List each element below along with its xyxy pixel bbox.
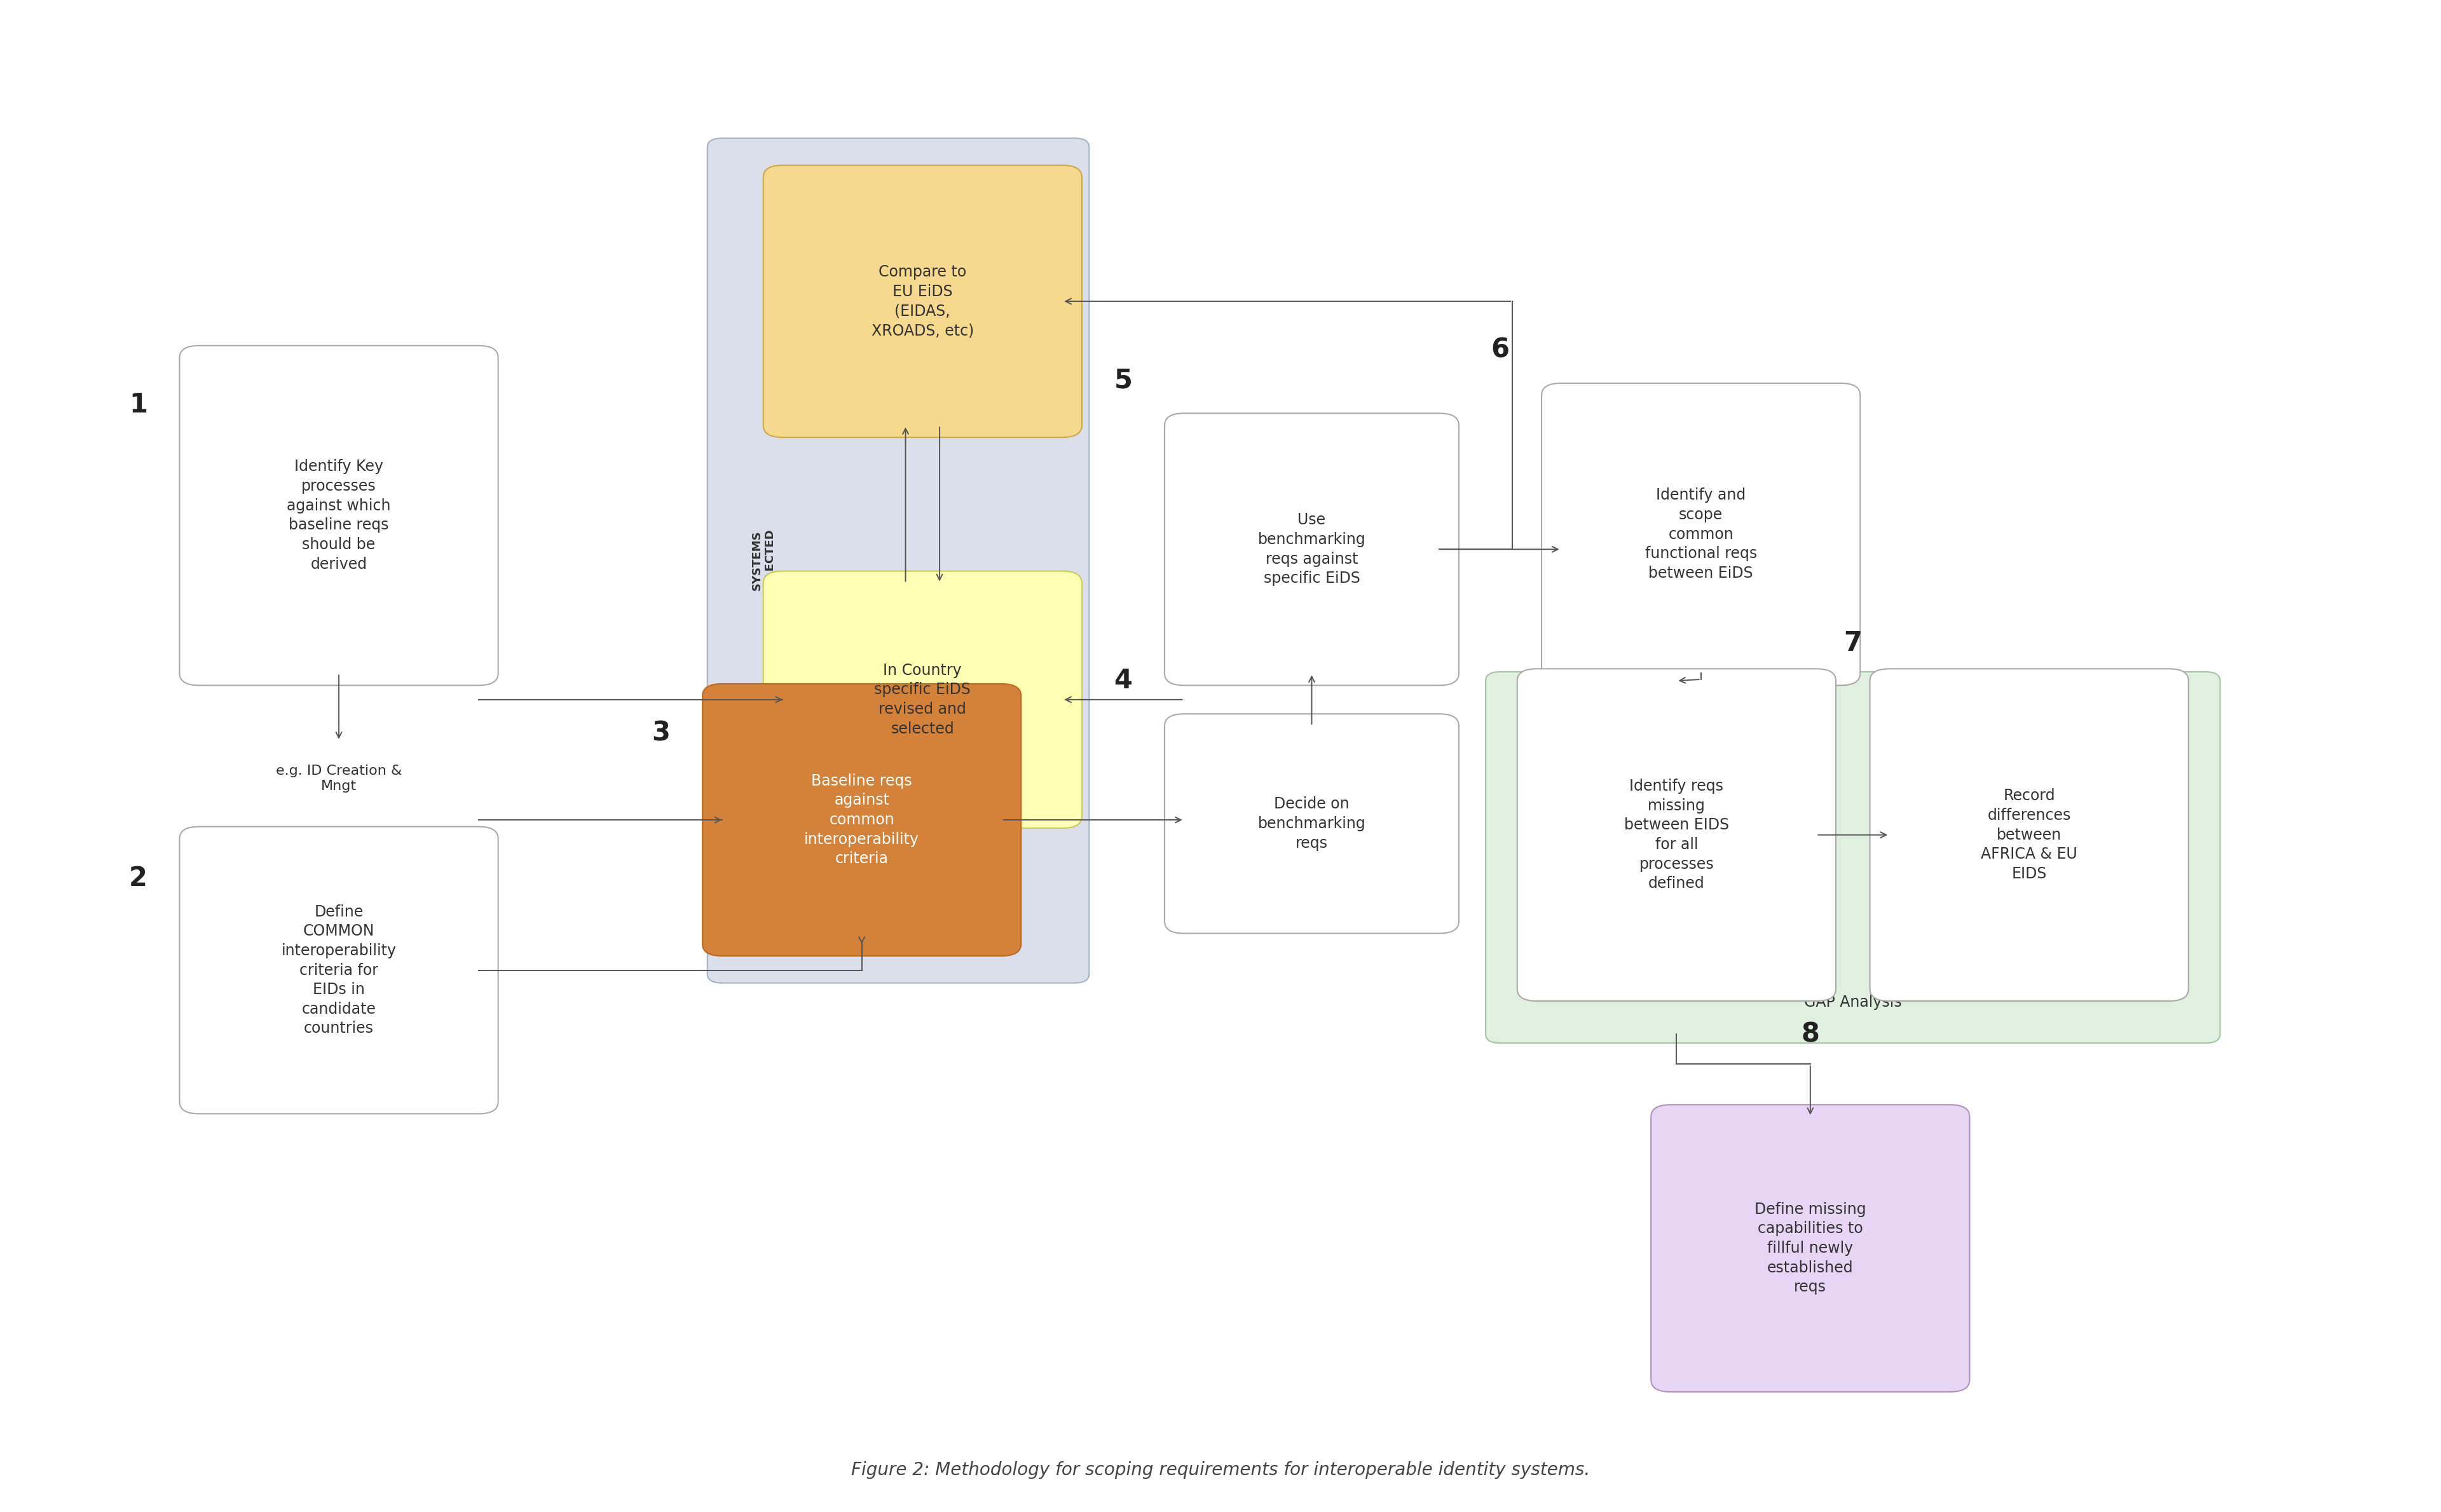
- Text: 7: 7: [1843, 631, 1862, 656]
- Text: Decide on
benchmarking
reqs: Decide on benchmarking reqs: [1257, 797, 1365, 851]
- FancyBboxPatch shape: [1164, 413, 1460, 685]
- Text: GAP Analysis: GAP Analysis: [1804, 995, 1902, 1010]
- Text: Define
COMMON
interoperability
criteria for
EIDs in
candidate
countries: Define COMMON interoperability criteria …: [281, 904, 395, 1036]
- Text: Identify Key
processes
against which
baseline reqs
should be
derived: Identify Key processes against which bas…: [288, 460, 391, 572]
- FancyBboxPatch shape: [703, 683, 1020, 956]
- Text: SYSTEMS
SELECTED: SYSTEMS SELECTED: [752, 528, 776, 593]
- FancyBboxPatch shape: [708, 138, 1089, 983]
- Text: In Country
specific EiDS
revised and
selected: In Country specific EiDS revised and sel…: [874, 662, 972, 736]
- Text: Figure 2: Methodology for scoping requirements for interoperable identity system: Figure 2: Methodology for scoping requir…: [852, 1461, 1589, 1479]
- FancyBboxPatch shape: [764, 572, 1081, 829]
- FancyBboxPatch shape: [181, 827, 498, 1114]
- Text: Use
benchmarking
reqs against
specific EiDS: Use benchmarking reqs against specific E…: [1257, 513, 1365, 587]
- Text: 5: 5: [1113, 367, 1133, 393]
- FancyBboxPatch shape: [764, 165, 1081, 437]
- Text: Record
differences
between
AFRICA & EU
EIDS: Record differences between AFRICA & EU E…: [1982, 788, 2077, 881]
- Text: Baseline reqs
against
common
interoperability
criteria: Baseline reqs against common interoperab…: [803, 773, 920, 866]
- FancyBboxPatch shape: [1487, 671, 2221, 1043]
- Text: 3: 3: [652, 720, 671, 747]
- Text: e.g. ID Creation &
Mngt: e.g. ID Creation & Mngt: [276, 764, 403, 792]
- Text: 2: 2: [129, 865, 146, 892]
- Text: 6: 6: [1491, 337, 1509, 363]
- FancyBboxPatch shape: [1518, 668, 1836, 1001]
- FancyBboxPatch shape: [1164, 714, 1460, 933]
- FancyBboxPatch shape: [1543, 383, 1860, 685]
- FancyBboxPatch shape: [1870, 668, 2190, 1001]
- FancyBboxPatch shape: [1650, 1105, 1970, 1393]
- Text: Identify and
scope
common
functional reqs
between EiDS: Identify and scope common functional req…: [1645, 488, 1758, 581]
- Text: 4: 4: [1113, 667, 1133, 694]
- Text: Identify reqs
missing
between EIDS
for all
processes
defined: Identify reqs missing between EIDS for a…: [1623, 779, 1728, 891]
- Text: Compare to
EU EiDS
(EIDAS,
XROADS, etc): Compare to EU EiDS (EIDAS, XROADS, etc): [871, 265, 974, 339]
- Text: 8: 8: [1801, 1021, 1819, 1048]
- Text: Define missing
capabilities to
fillful newly
established
reqs: Define missing capabilities to fillful n…: [1755, 1202, 1865, 1294]
- Text: 1: 1: [129, 392, 146, 419]
- FancyBboxPatch shape: [181, 346, 498, 685]
